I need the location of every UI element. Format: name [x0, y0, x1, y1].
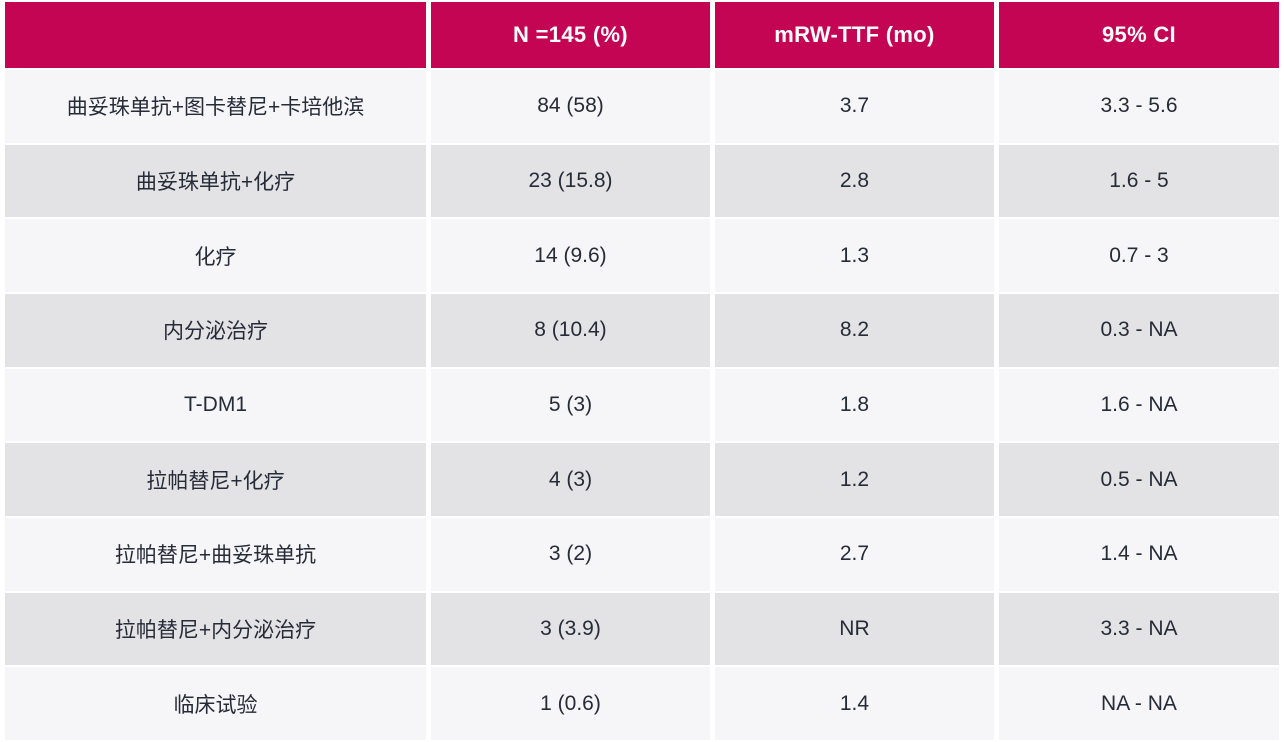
table-row: 拉帕替尼+化疗 4 (3) 1.2 0.5 - NA — [5, 443, 1279, 516]
n-pct-cell: 84 (58) — [431, 70, 710, 143]
table-row: 化疗 14 (9.6) 1.3 0.7 - 3 — [5, 219, 1279, 292]
header-row: N =145 (%) mRW-TTF (mo) 95% CI — [5, 2, 1279, 68]
treatment-cell: 拉帕替尼+曲妥珠单抗 — [5, 517, 426, 591]
treatment-cell: 曲妥珠单抗+图卡替尼+卡培他滨 — [5, 70, 426, 143]
mrw-ttf-cell: 8.2 — [714, 293, 994, 367]
mrw-ttf-cell: NR — [714, 592, 994, 666]
treatment-cell: 内分泌治疗 — [5, 293, 426, 367]
table-row: T-DM1 5 (3) 1.8 1.6 - NA — [5, 368, 1279, 442]
table-row: 临床试验 1 (0.6) 1.4 NA - NA — [5, 667, 1279, 740]
ci-cell: NA - NA — [998, 667, 1279, 740]
treatment-cell: 临床试验 — [5, 667, 426, 740]
n-pct-cell: 8 (10.4) — [431, 293, 710, 367]
header-cell-n-pct: N =145 (%) — [431, 2, 710, 68]
n-pct-cell: 3 (3.9) — [431, 592, 710, 666]
n-pct-cell: 23 (15.8) — [431, 144, 710, 218]
table-row: 内分泌治疗 8 (10.4) 8.2 0.3 - NA — [5, 293, 1279, 367]
n-pct-cell: 1 (0.6) — [431, 667, 710, 740]
treatment-cell: 曲妥珠单抗+化疗 — [5, 144, 426, 218]
ci-cell: 1.4 - NA — [998, 517, 1279, 591]
table-row: 拉帕替尼+曲妥珠单抗 3 (2) 2.7 1.4 - NA — [5, 517, 1279, 591]
ci-cell: 3.3 - NA — [998, 592, 1279, 666]
treatment-cell: 拉帕替尼+化疗 — [5, 443, 426, 516]
n-pct-cell: 14 (9.6) — [431, 219, 710, 292]
ci-cell: 0.3 - NA — [998, 293, 1279, 367]
mrw-ttf-cell: 2.8 — [714, 144, 994, 218]
header-cell-95ci: 95% CI — [998, 2, 1279, 68]
ci-cell: 0.7 - 3 — [998, 219, 1279, 292]
table-row: 拉帕替尼+内分泌治疗 3 (3.9) NR 3.3 - NA — [5, 592, 1279, 666]
mrw-ttf-cell: 1.8 — [714, 368, 994, 442]
mrw-ttf-cell: 3.7 — [714, 70, 994, 143]
table-row: 曲妥珠单抗+图卡替尼+卡培他滨 84 (58) 3.7 3.3 - 5.6 — [5, 70, 1279, 143]
table-row: 曲妥珠单抗+化疗 23 (15.8) 2.8 1.6 - 5 — [5, 144, 1279, 218]
ci-cell: 3.3 - 5.6 — [998, 70, 1279, 143]
ci-cell: 1.6 - 5 — [998, 144, 1279, 218]
treatment-cell: T-DM1 — [5, 368, 426, 442]
mrw-ttf-cell: 1.2 — [714, 443, 994, 516]
n-pct-cell: 3 (2) — [431, 517, 710, 591]
mrw-ttf-cell: 1.4 — [714, 667, 994, 740]
n-pct-cell: 4 (3) — [431, 443, 710, 516]
treatment-cell: 拉帕替尼+内分泌治疗 — [5, 592, 426, 666]
mrw-ttf-cell: 2.7 — [714, 517, 994, 591]
ci-cell: 0.5 - NA — [998, 443, 1279, 516]
mrw-ttf-cell: 1.3 — [714, 219, 994, 292]
header-cell-mrw-ttf: mRW-TTF (mo) — [714, 2, 994, 68]
header-cell-treatment — [5, 2, 426, 68]
treatment-cell: 化疗 — [5, 219, 426, 292]
ci-cell: 1.6 - NA — [998, 368, 1279, 442]
n-pct-cell: 5 (3) — [431, 368, 710, 442]
